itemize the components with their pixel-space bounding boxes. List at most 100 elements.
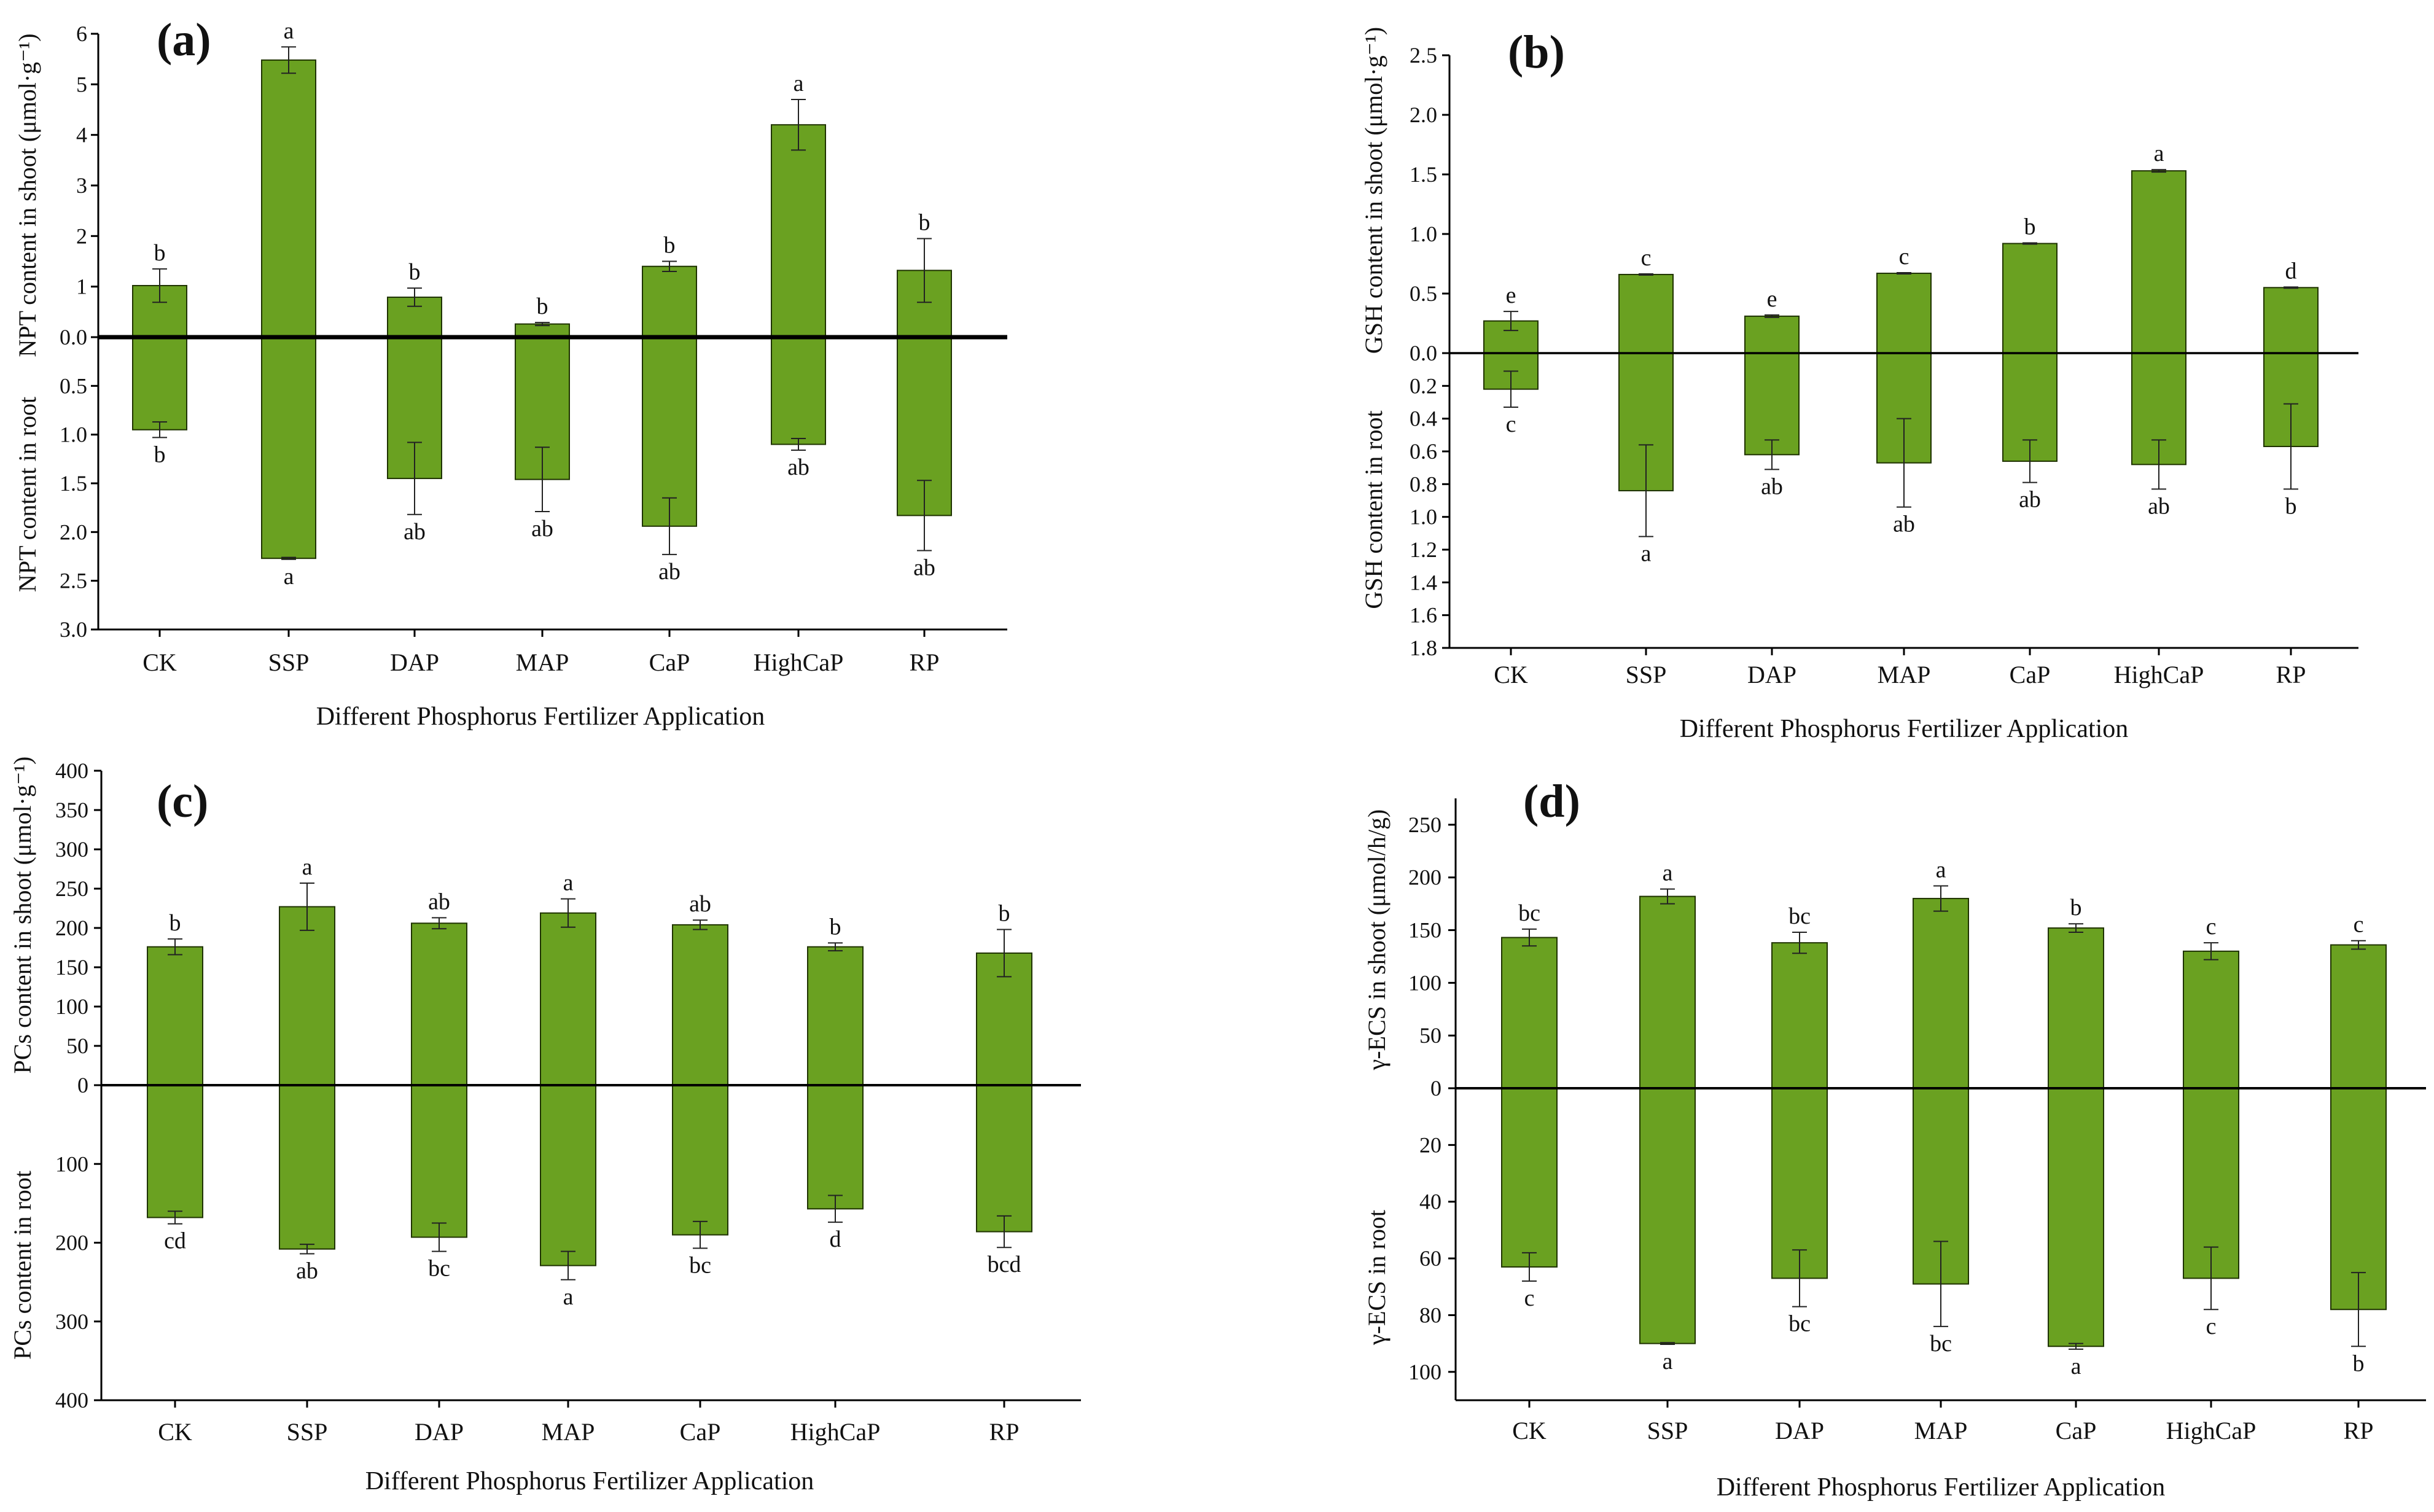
bar-root-highcap — [771, 337, 826, 445]
sig-letter-root: c — [1506, 411, 1516, 437]
bar-shoot-cap — [2048, 927, 2104, 1089]
bar-shoot-ssp — [1618, 273, 1674, 354]
x-tick-label: DAP — [415, 1418, 464, 1446]
bar-shoot-ck — [147, 946, 203, 1086]
sig-letter-root: c — [2206, 1314, 2217, 1339]
sig-letter-shoot: a — [563, 870, 574, 896]
panel-label-b: (b) — [1508, 26, 1565, 78]
sig-letter-root: bcd — [988, 1252, 1021, 1277]
bar-shoot-map — [540, 912, 596, 1086]
panel-label-a: (a) — [157, 14, 211, 66]
bar-root-dap — [1744, 353, 1800, 456]
bar-root-map — [540, 1085, 596, 1266]
y-tick-label-shoot: 6 — [76, 21, 87, 46]
y-tick-label-root: 80 — [1419, 1303, 1441, 1327]
y-tick-label-root: 400 — [55, 1388, 88, 1413]
sig-letter-shoot: a — [794, 71, 804, 96]
y-axis-label-shoot-c: PCs content in shoot (μmol·g⁻¹) — [9, 757, 36, 1074]
x-axis-label-d: Different Phosphorus Fertilizer Applicat… — [1717, 1473, 2166, 1502]
sig-letter-root: ab — [404, 519, 426, 545]
y-tick-label-shoot: 400 — [55, 758, 88, 783]
bar-shoot-rp — [2330, 944, 2387, 1089]
y-tick-label-root: 2.0 — [60, 520, 87, 544]
bar-shoot-dap — [411, 922, 467, 1086]
y-tick-label-shoot: 150 — [1408, 918, 1441, 943]
panel-b: (b) Different Phosphorus Fertilizer Appl… — [1360, 26, 2358, 743]
sig-letter-root: ab — [2148, 493, 2170, 519]
x-axis-label-b: Different Phosphorus Fertilizer Applicat… — [1680, 715, 2129, 743]
sig-letter-root: ab — [296, 1258, 318, 1284]
sig-letter-shoot: e — [1767, 286, 1777, 312]
sig-letter-root: ab — [787, 454, 809, 480]
sig-letter-root: ab — [531, 516, 553, 542]
bar-shoot-ssp — [279, 906, 335, 1086]
sig-letter-shoot: c — [2354, 912, 2364, 938]
x-tick-label: SSP — [287, 1418, 328, 1446]
x-tick-label: RP — [989, 1418, 1020, 1446]
y-tick-label-shoot: 1 — [76, 275, 87, 299]
sig-letter-root: ab — [913, 555, 935, 580]
y-tick-label-root: 1.2 — [1410, 537, 1437, 562]
y-tick-label-shoot: 1.5 — [1410, 162, 1437, 187]
sig-letter-shoot: c — [2206, 914, 2217, 940]
y-tick-label-root: 1.5 — [60, 471, 87, 496]
y-tick-label-shoot: 0 — [77, 1073, 88, 1097]
bar-root-ck — [147, 1085, 203, 1218]
bar-root-ssp — [279, 1085, 335, 1250]
y-tick-label-root: 200 — [55, 1231, 88, 1255]
y-tick-label-root: 100 — [55, 1152, 88, 1176]
sig-letter-root: a — [2071, 1354, 2081, 1379]
y-tick-label-root: 20 — [1419, 1132, 1441, 1157]
bar-root-cap — [2048, 1088, 2104, 1347]
y-tick-label-shoot: 0.0 — [1410, 341, 1437, 365]
bar-shoot-cap — [672, 924, 728, 1086]
sig-letter-shoot: ab — [428, 889, 450, 914]
x-tick-label: HighCaP — [2114, 661, 2204, 688]
sig-letter-shoot: ab — [689, 891, 711, 917]
y-tick-label-shoot: 350 — [55, 798, 88, 822]
y-tick-label-root: 3.0 — [60, 617, 87, 642]
bar-shoot-highcap — [2183, 950, 2239, 1089]
y-axis-label-root-a: NPT content in root — [14, 397, 41, 592]
sig-letter-shoot: bc — [1518, 900, 1540, 926]
sig-letter-shoot: b — [409, 259, 421, 285]
x-tick-label: CaP — [2056, 1417, 2097, 1444]
panel-a: (a) Different Phosphorus Fertilizer Appl… — [14, 14, 1007, 731]
bar-shoot-map — [1876, 273, 1932, 354]
sig-letter-root: c — [1524, 1285, 1535, 1311]
sig-letter-root: a — [563, 1284, 574, 1310]
sig-letter-shoot: a — [2154, 141, 2164, 166]
sig-letter-shoot: b — [830, 914, 841, 940]
x-tick-label: CK — [1494, 661, 1528, 688]
y-tick-label-shoot: 0 — [1430, 1076, 1441, 1101]
x-tick-label: MAP — [1878, 661, 1931, 688]
panel-c: (c) Different Phosphorus Fertilizer Appl… — [9, 757, 1081, 1495]
sig-letter-shoot: a — [1936, 857, 1946, 883]
sig-letter-root: b — [2285, 493, 2297, 519]
y-tick-label-shoot: 100 — [1408, 970, 1441, 995]
bar-root-highcap — [807, 1085, 864, 1210]
y-tick-label-root: 1.4 — [1410, 570, 1437, 594]
y-tick-label-shoot: 50 — [66, 1034, 88, 1058]
y-tick-label-root: 100 — [1408, 1360, 1441, 1384]
sig-letter-root: ab — [658, 559, 681, 585]
sig-letter-shoot: b — [2024, 214, 2036, 240]
x-tick-label: HighCaP — [790, 1418, 881, 1446]
sig-letter-shoot: b — [664, 233, 676, 259]
y-tick-label-shoot: 2.5 — [1410, 43, 1437, 68]
bar-root-ssp — [261, 337, 316, 559]
y-tick-label-shoot: 3 — [76, 173, 87, 198]
y-tick-label-root: 0.8 — [1410, 472, 1437, 496]
sig-letter-shoot: b — [919, 209, 930, 235]
panel-label-d: (d) — [1523, 776, 1580, 827]
x-tick-label: CaP — [649, 649, 690, 676]
x-tick-label: RP — [2344, 1417, 2374, 1444]
y-tick-label-shoot: 300 — [55, 837, 88, 862]
y-tick-label-shoot: 2.0 — [1410, 103, 1437, 127]
y-tick-label-root: 1.0 — [1410, 505, 1437, 529]
bar-shoot-map — [1913, 898, 1969, 1089]
sig-letter-root: b — [2353, 1350, 2365, 1376]
x-tick-label: SSP — [1647, 1417, 1688, 1444]
x-tick-label: DAP — [390, 649, 439, 676]
